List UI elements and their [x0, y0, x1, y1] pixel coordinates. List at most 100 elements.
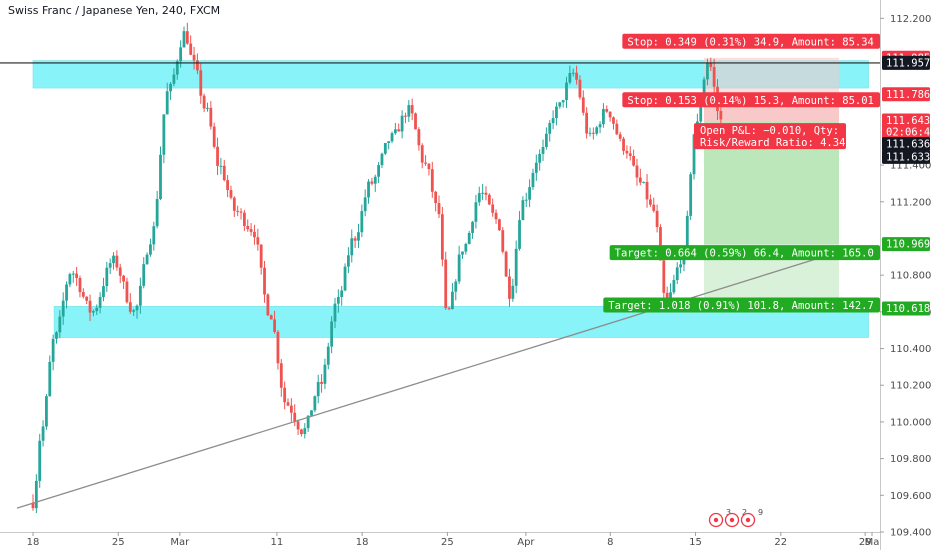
candle[interactable] [333, 297, 337, 329]
candle[interactable] [454, 279, 458, 301]
candle[interactable] [135, 304, 139, 319]
candle[interactable] [420, 143, 424, 169]
candle[interactable] [363, 189, 367, 217]
candle[interactable] [461, 251, 464, 259]
candle[interactable] [165, 82, 169, 115]
candle[interactable] [172, 68, 176, 87]
candle[interactable] [615, 119, 619, 136]
candle[interactable] [444, 251, 448, 310]
candle[interactable] [618, 131, 622, 142]
candle[interactable] [625, 145, 629, 159]
candle[interactable] [199, 63, 203, 104]
candle[interactable] [273, 310, 276, 334]
candle[interactable] [88, 294, 92, 321]
candle[interactable] [286, 398, 290, 407]
candle[interactable] [541, 139, 545, 161]
candle[interactable] [253, 224, 256, 245]
candle[interactable] [434, 190, 438, 212]
candle[interactable] [118, 263, 122, 284]
candle[interactable] [300, 428, 303, 437]
candle[interactable] [326, 342, 330, 370]
candle[interactable] [115, 250, 119, 271]
candle[interactable] [447, 306, 451, 311]
candle[interactable] [608, 111, 612, 122]
candle[interactable] [75, 266, 79, 287]
candle[interactable] [501, 227, 505, 254]
candle[interactable] [655, 204, 659, 233]
candle[interactable] [289, 398, 293, 422]
candle[interactable] [219, 157, 223, 175]
candle[interactable] [410, 98, 414, 121]
candle[interactable] [246, 219, 250, 232]
candle[interactable] [558, 101, 562, 109]
candle[interactable] [642, 181, 646, 184]
candle[interactable] [323, 358, 327, 390]
candle[interactable] [212, 122, 216, 149]
candle[interactable] [457, 245, 461, 285]
candle[interactable] [108, 258, 112, 275]
candle[interactable] [61, 292, 65, 325]
candle[interactable] [474, 194, 478, 229]
candle[interactable] [125, 277, 129, 304]
candle[interactable] [283, 381, 287, 410]
candle[interactable] [464, 242, 468, 255]
candle[interactable] [105, 261, 109, 292]
candle[interactable] [256, 228, 260, 251]
candle[interactable] [373, 174, 377, 192]
candle[interactable] [196, 53, 199, 75]
candle[interactable] [518, 210, 521, 251]
candle[interactable] [635, 158, 639, 186]
candle[interactable] [279, 359, 283, 397]
candle[interactable] [534, 154, 538, 181]
candle[interactable] [585, 107, 589, 139]
candle[interactable] [310, 410, 313, 416]
candle[interactable] [652, 197, 656, 213]
candle[interactable] [58, 310, 62, 339]
candle[interactable] [192, 46, 196, 70]
candle[interactable] [578, 75, 582, 100]
candle[interactable] [528, 179, 532, 208]
candle[interactable] [71, 270, 75, 283]
candle[interactable] [145, 252, 149, 265]
candle[interactable] [320, 374, 323, 393]
candle[interactable] [222, 159, 226, 182]
candle[interactable] [390, 131, 394, 144]
candle[interactable] [638, 168, 642, 186]
candle[interactable] [481, 183, 485, 201]
candle[interactable] [367, 179, 370, 204]
candle[interactable] [471, 220, 474, 239]
candle[interactable] [675, 262, 679, 285]
candle[interactable] [65, 281, 68, 309]
candle[interactable] [404, 112, 407, 124]
candle[interactable] [437, 195, 441, 219]
candle[interactable] [393, 122, 397, 135]
candle[interactable] [531, 168, 535, 190]
candle[interactable] [622, 136, 625, 155]
candle[interactable] [477, 186, 481, 206]
candle[interactable] [487, 193, 491, 206]
candle[interactable] [551, 110, 555, 130]
candle[interactable] [269, 314, 273, 320]
candle[interactable] [132, 308, 136, 316]
candle[interactable] [571, 68, 575, 77]
candle[interactable] [719, 107, 723, 126]
candle[interactable] [189, 35, 193, 56]
candle[interactable] [340, 286, 344, 306]
candle[interactable] [34, 474, 38, 514]
candle[interactable] [494, 209, 498, 224]
candle[interactable] [524, 192, 528, 208]
candle[interactable] [51, 334, 55, 371]
time-axis-panel[interactable] [0, 532, 932, 550]
candle[interactable] [350, 229, 354, 263]
candle[interactable] [81, 288, 85, 299]
candle[interactable] [85, 296, 89, 305]
candle[interactable] [162, 114, 166, 164]
candle[interactable] [548, 120, 552, 142]
candle[interactable] [236, 205, 240, 217]
candle[interactable] [544, 127, 548, 150]
candle[interactable] [336, 289, 340, 313]
candle[interactable] [508, 268, 511, 307]
candle[interactable] [581, 90, 585, 116]
candle[interactable] [565, 76, 568, 108]
